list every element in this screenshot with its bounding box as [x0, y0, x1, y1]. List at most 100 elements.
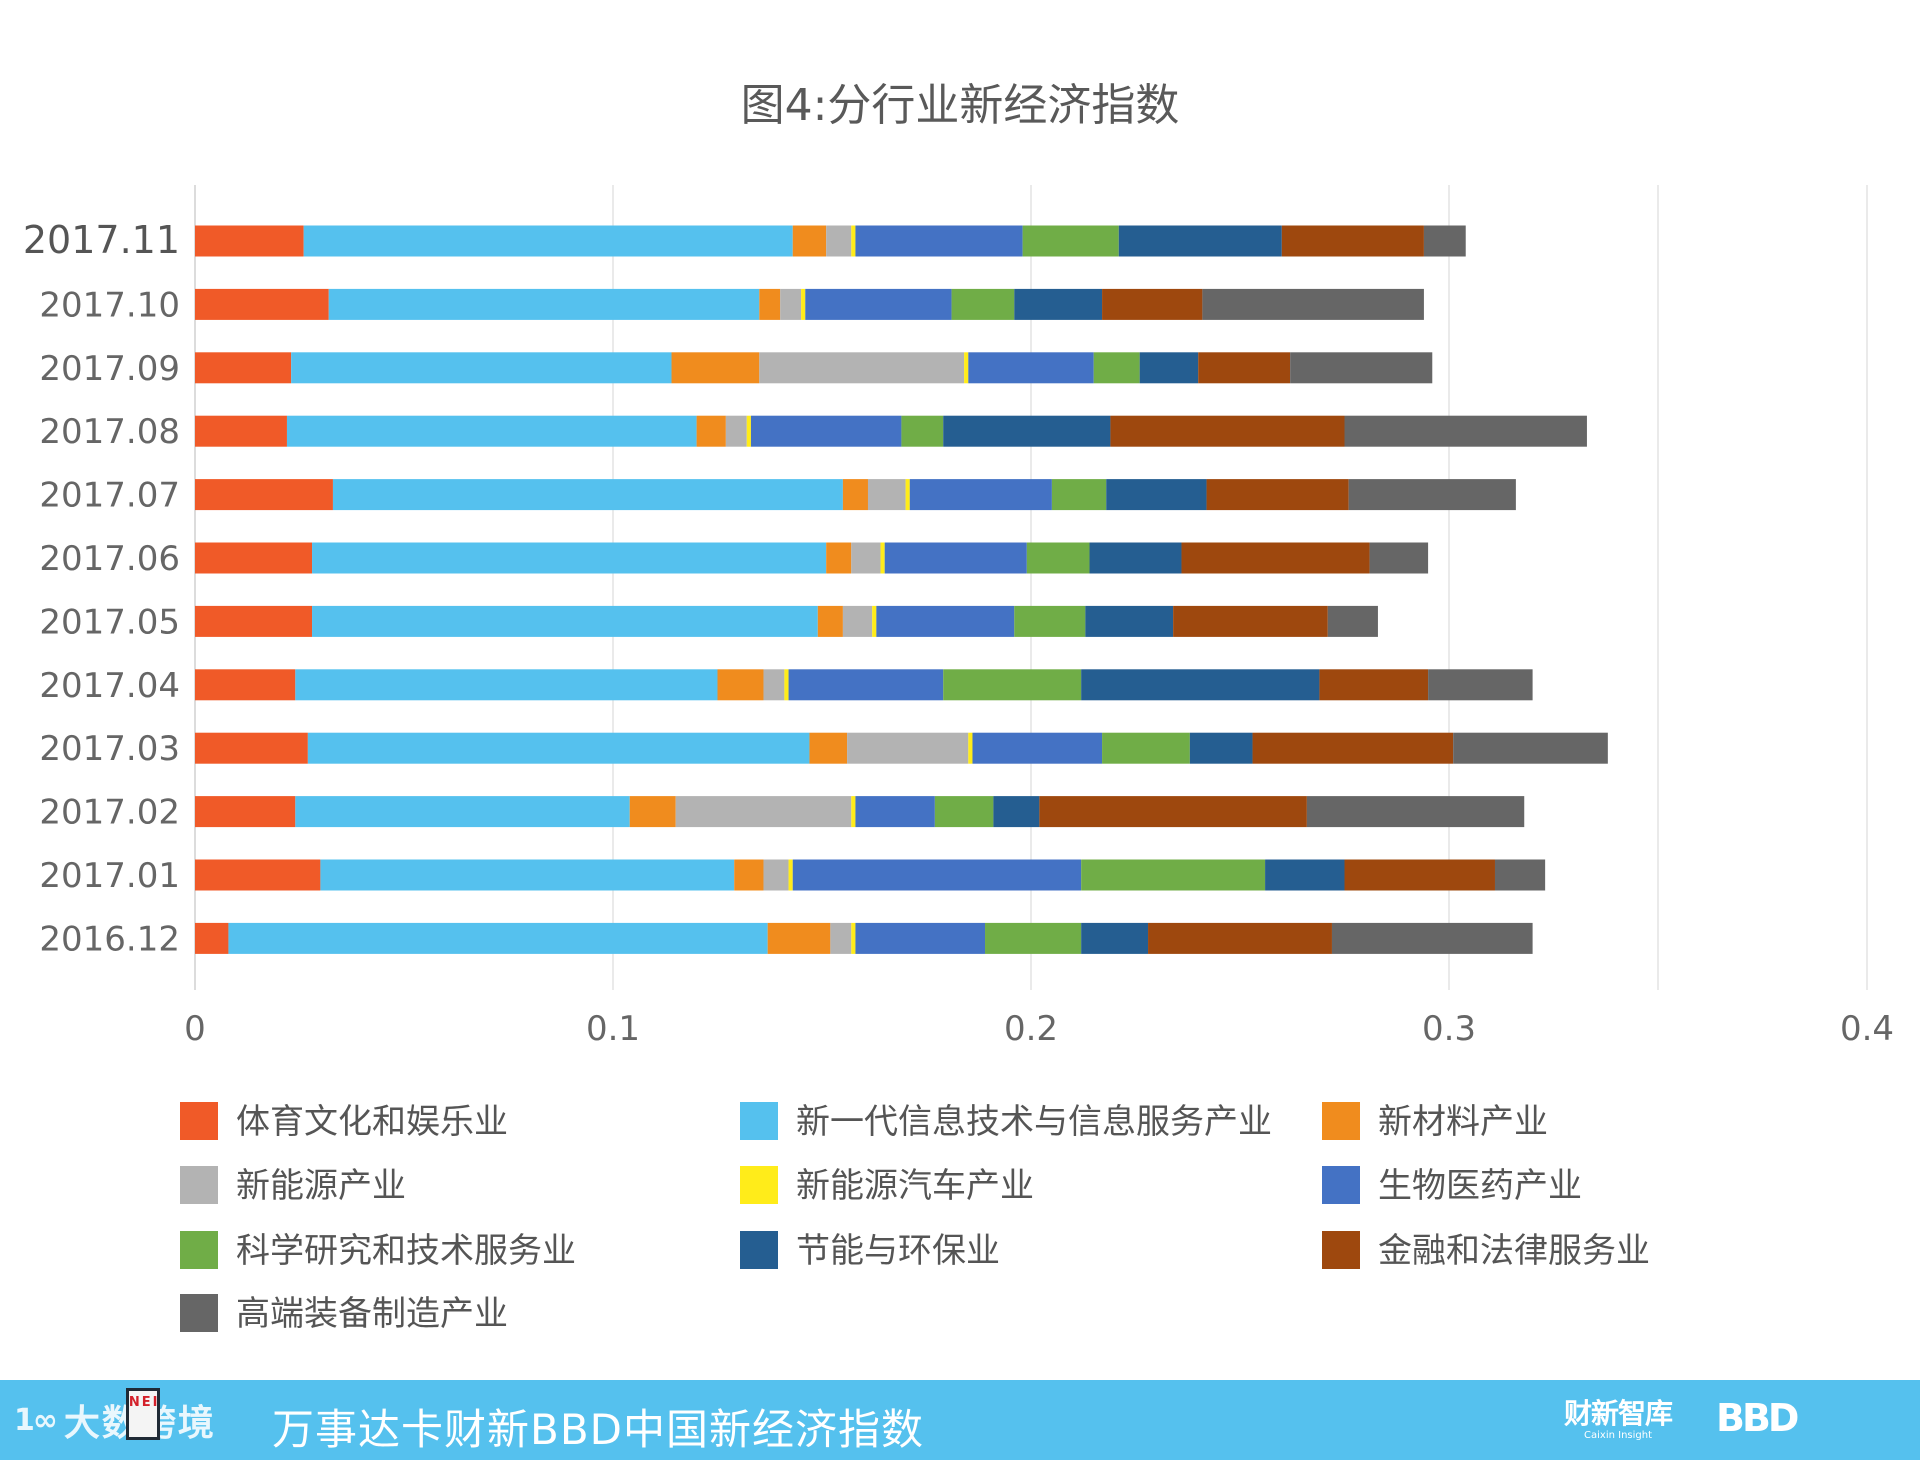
bar-segment [195, 669, 296, 701]
bar-segment [1014, 605, 1086, 637]
bar-segment [1265, 859, 1345, 891]
bar-segment [855, 225, 1023, 257]
bar-segment [968, 352, 1094, 384]
y-tick-label: 2017.08 [39, 412, 180, 452]
bar-segment [842, 479, 868, 511]
bar-segment [805, 288, 952, 320]
bar-segment [328, 288, 760, 320]
logo-text: 大数跨境 NEI [64, 1388, 216, 1446]
bar-segment [867, 479, 906, 511]
bar-segment [1081, 922, 1149, 954]
bar-segment [295, 796, 630, 828]
bar-segment [1148, 922, 1332, 954]
legend-swatch [180, 1166, 218, 1204]
y-tick-label: 2017.02 [39, 793, 180, 833]
y-tick-label: 2017.06 [39, 539, 180, 579]
bar-segment [801, 288, 806, 320]
bar-segment [1093, 352, 1140, 384]
bar-segment [780, 288, 802, 320]
chart-title: 图4:分行业新经济指数 [741, 80, 1180, 131]
bar-segment [759, 288, 781, 320]
bar-segment [972, 732, 1103, 764]
bar-segment [1181, 542, 1370, 574]
bar-segment [759, 352, 965, 384]
legend-label: 新能源汽车产业 [796, 1166, 1034, 1206]
bar-segment [851, 225, 856, 257]
logo-glyph: 1∞ [14, 1402, 58, 1438]
bar-segment [195, 922, 229, 954]
bar-segment [1423, 225, 1466, 257]
footer-banner: 1∞ 大数跨境 NEI 万事达卡财新BBD中国新经济指数 财新智库 Caixin… [0, 1380, 1920, 1460]
bar-segment [1290, 352, 1433, 384]
bar-segment [1327, 605, 1378, 637]
bar-segment [1022, 225, 1119, 257]
bar-segment [901, 415, 944, 447]
bar-segment [195, 859, 321, 891]
bar-segment [228, 922, 768, 954]
bar-segment [905, 479, 910, 511]
bar-segment [842, 605, 873, 637]
legend-label: 体育文化和娱乐业 [236, 1102, 508, 1142]
bar-segment [1106, 479, 1207, 511]
bar-segment [1252, 732, 1454, 764]
bar-segment [876, 605, 1015, 637]
y-tick-label: 2017.01 [39, 856, 180, 896]
legend-swatch [740, 1102, 778, 1140]
bar-segment [784, 669, 789, 701]
bar-segment [1319, 669, 1429, 701]
bar-segment [286, 415, 697, 447]
bar-segment [851, 922, 856, 954]
bar-segment [332, 479, 843, 511]
bar-segment [851, 542, 881, 574]
y-tick-label: 2017.09 [39, 349, 180, 389]
bar-segment [195, 352, 292, 384]
bar-segment [320, 859, 735, 891]
x-tick-label: 0.2 [1004, 1009, 1058, 1049]
legend-swatch [180, 1294, 218, 1332]
bar-segment [788, 669, 944, 701]
bar-segment [725, 415, 747, 447]
bar-segment [855, 922, 986, 954]
legend-label: 生物医药产业 [1378, 1166, 1582, 1206]
caixin-logo-main: 财新智库 [1564, 1397, 1673, 1430]
bars [195, 225, 1608, 954]
bar-segment [734, 859, 764, 891]
bar-segment [851, 796, 856, 828]
bar-segment [1110, 415, 1345, 447]
bar-segment [1026, 542, 1090, 574]
bar-segment [1202, 288, 1424, 320]
x-tick-label: 0.4 [1840, 1009, 1894, 1049]
nei-badge-icon: NEI [125, 1388, 160, 1440]
legend-label: 高端装备制造产业 [236, 1294, 508, 1334]
bar-segment [195, 479, 333, 511]
bar-segment [985, 922, 1082, 954]
bar-segment [696, 415, 726, 447]
bar-segment [855, 796, 935, 828]
bar-segment [1348, 479, 1516, 511]
y-tick-label: 2017.10 [39, 285, 180, 325]
bar-segment [943, 415, 1111, 447]
bar-segment [295, 669, 718, 701]
bar-segment [809, 732, 848, 764]
bar-segment [1344, 415, 1587, 447]
bar-segment [1085, 605, 1174, 637]
bar-segment [826, 542, 852, 574]
legend-label: 金融和法律服务业 [1378, 1231, 1650, 1271]
x-axis-ticks: 0 0.1 0.2 0.3 0.4 [184, 1009, 1894, 1049]
bar-segment [1173, 605, 1328, 637]
bbd-logo: BBD [1716, 1396, 1800, 1440]
bar-segment [717, 669, 764, 701]
bar-segment [1051, 479, 1107, 511]
bar-segment [884, 542, 1027, 574]
x-tick-label: 0.1 [586, 1009, 640, 1049]
bar-segment [1089, 542, 1182, 574]
bar-segment [830, 922, 852, 954]
bar-segment [817, 605, 843, 637]
chart: 图4:分行业新经济指数 2017.11 2017.10 2017.09 2017.08… [23, 80, 1894, 1334]
bar-segment [993, 796, 1040, 828]
bar-segment [1281, 225, 1424, 257]
bar-segment [1039, 796, 1307, 828]
bar-segment [964, 352, 969, 384]
bar-segment [312, 542, 827, 574]
legend-label: 科学研究和技术服务业 [236, 1231, 576, 1271]
